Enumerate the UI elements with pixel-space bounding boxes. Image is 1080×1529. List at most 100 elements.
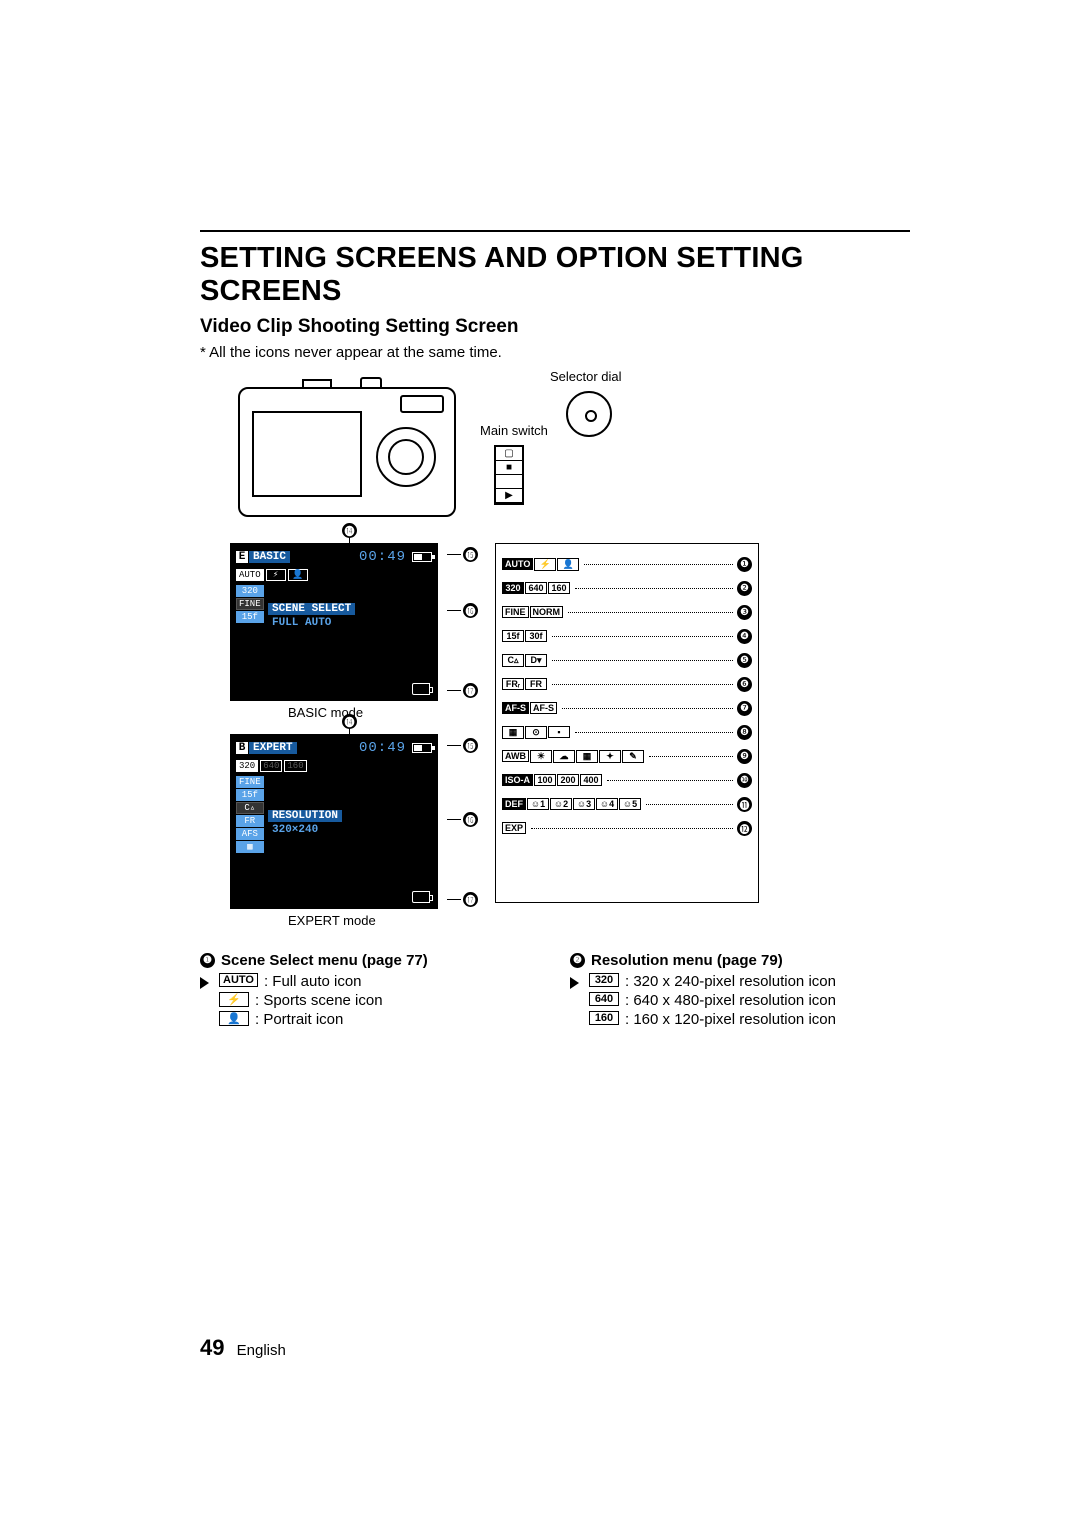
legend-number: ❻: [737, 677, 752, 692]
menu-icon: AUTO: [219, 973, 258, 987]
basic-portrait-icon: 👤: [288, 569, 308, 581]
menu-item: 320 : 320 x 240-pixel resolution icon: [570, 973, 910, 990]
legend-icon: C▵: [502, 654, 524, 667]
legend-icon: 200: [557, 774, 579, 786]
basic-auto-icon: AUTO: [236, 569, 264, 581]
menu-text: : Sports scene icon: [255, 992, 540, 1009]
estrip-15f: 15f: [236, 789, 264, 801]
expert-menu-label: RESOLUTION: [268, 810, 342, 822]
menu-icon: 160: [589, 1011, 619, 1025]
legend-icon: DEF: [502, 798, 526, 810]
legend-icon: ☺1: [527, 798, 549, 810]
menu-item: 640: 640 x 480-pixel resolution icon: [589, 992, 910, 1009]
legend-row: 15f30f❹: [502, 624, 752, 648]
camera-illustration: Selector dial Main switch ▢■▶: [200, 373, 910, 533]
legend-row: AF-SAF-S ❼: [502, 696, 752, 720]
legend-icon: ▪: [548, 726, 570, 738]
legend-icon: 30f: [525, 630, 547, 642]
strip-320: 320: [236, 585, 264, 597]
legend-icon: ⚡: [534, 558, 556, 571]
battery-icon: [412, 552, 432, 562]
basic-menu-label: SCENE SELECT: [268, 603, 355, 615]
legend-icon: FR: [525, 678, 547, 690]
callout-14b: ⓮: [342, 714, 357, 729]
legend-icon: NORM: [530, 606, 564, 618]
legend-icon: AWB: [502, 750, 529, 762]
basic-caption: BASIC mode: [288, 705, 480, 720]
return-icon: [412, 683, 430, 695]
legend-icon: 400: [580, 774, 602, 786]
triangle-icon: [570, 977, 579, 989]
legend-number: ❺: [737, 653, 752, 668]
expert-caption: EXPERT mode: [288, 913, 480, 928]
legend-row: AWB☀☁▦✦✎❾: [502, 744, 752, 768]
legend-icon: FINE: [502, 606, 529, 618]
callout-15b: ⓯: [463, 738, 478, 753]
strip-fine: FINE: [236, 598, 264, 610]
estrip-fine: FINE: [236, 776, 264, 788]
strip-15f: 15f: [236, 611, 264, 623]
legend-icon: AUTO: [502, 558, 533, 570]
basic-lcd-wrap: ⓮ E BASIC 00:49 AUTO ⚡ 👤 320 FINE 15f: [230, 543, 480, 720]
page-lang: English: [237, 1342, 286, 1359]
callout-16a: ⓰: [463, 603, 478, 618]
expert-menu-line: 320×240: [268, 824, 318, 836]
basic-time: 00:49: [359, 549, 406, 565]
menu-item: ⚡: Sports scene icon: [219, 992, 540, 1009]
menu-text: : Full auto icon: [264, 973, 540, 990]
expert-640-icon: 640: [260, 760, 282, 772]
basic-menu-line: FULL AUTO: [268, 617, 331, 629]
basic-sports-icon: ⚡: [266, 569, 286, 581]
legend-icon: 640: [525, 582, 547, 594]
legend-row: EXP ⓬: [502, 816, 752, 840]
callout-16b: ⓰: [463, 812, 478, 827]
legend-icon: EXP: [502, 822, 526, 834]
callout-17b: ⓱: [463, 892, 478, 907]
legend-icon: AF-S: [530, 702, 557, 714]
callout-17a: ⓱: [463, 683, 478, 698]
menu2-num: ❷: [570, 953, 585, 968]
legend-icon: 160: [548, 582, 570, 594]
legend-icon: ▦: [502, 726, 524, 739]
expert-lcd-wrap: ⓮ B EXPERT 00:49 320 640 160 FINE 15f C▵: [230, 734, 480, 928]
menu-icon: 640: [589, 992, 619, 1006]
menu-item: 👤 : Portrait icon: [219, 1011, 540, 1028]
legend-number: ⓬: [737, 821, 752, 836]
menu-item: 160 : 160 x 120-pixel resolution icon: [589, 1011, 910, 1028]
basic-corner: E: [236, 551, 248, 563]
legend-number: ❹: [737, 629, 752, 644]
expert-corner: B: [236, 742, 248, 754]
legend-icon: AF-S: [502, 702, 529, 714]
menu-text: : Portrait icon: [255, 1011, 540, 1028]
legend-icon: ☀: [530, 750, 552, 763]
estrip-afs: AFS: [236, 828, 264, 840]
expert-160-icon: 160: [284, 760, 306, 772]
page-footer: 49 English: [200, 1335, 286, 1361]
legend-icon: ☺5: [619, 798, 641, 810]
legend-row: DEF☺1☺2☺3☺4☺5⓫: [502, 792, 752, 816]
menu-text: : 160 x 120-pixel resolution icon: [625, 1011, 910, 1028]
menu-text: : 320 x 240-pixel resolution icon: [625, 973, 910, 990]
expert-tab: EXPERT: [249, 742, 297, 754]
legend-icon: 👤: [557, 558, 579, 571]
menu-icon: 👤: [219, 1011, 249, 1026]
menu1-title: Scene Select menu (page 77): [221, 952, 428, 969]
menu-item: AUTO : Full auto icon: [200, 973, 540, 990]
legend-icon: ISO-A: [502, 774, 533, 786]
estrip-ca: C▵: [236, 802, 264, 814]
battery-icon: [412, 743, 432, 753]
scene-select-menu: ❶ Scene Select menu (page 77) AUTO: Full…: [200, 952, 540, 1030]
triangle-icon: [200, 977, 209, 989]
legend-icon: ☺3: [573, 798, 595, 810]
legend-icon: ☺2: [550, 798, 572, 810]
estrip-fr: FR: [236, 815, 264, 827]
legend-number: ⓫: [737, 797, 752, 812]
legend-icon: 320: [502, 582, 524, 594]
menu-icon: 320: [589, 973, 619, 987]
legend-icon: D▾: [525, 654, 547, 667]
menu2-title: Resolution menu (page 79): [591, 952, 783, 969]
legend-number: ❼: [737, 701, 752, 716]
main-switch-label: Main switch: [480, 423, 548, 438]
legend-number: ❾: [737, 749, 752, 764]
legend-icon: 100: [534, 774, 556, 786]
